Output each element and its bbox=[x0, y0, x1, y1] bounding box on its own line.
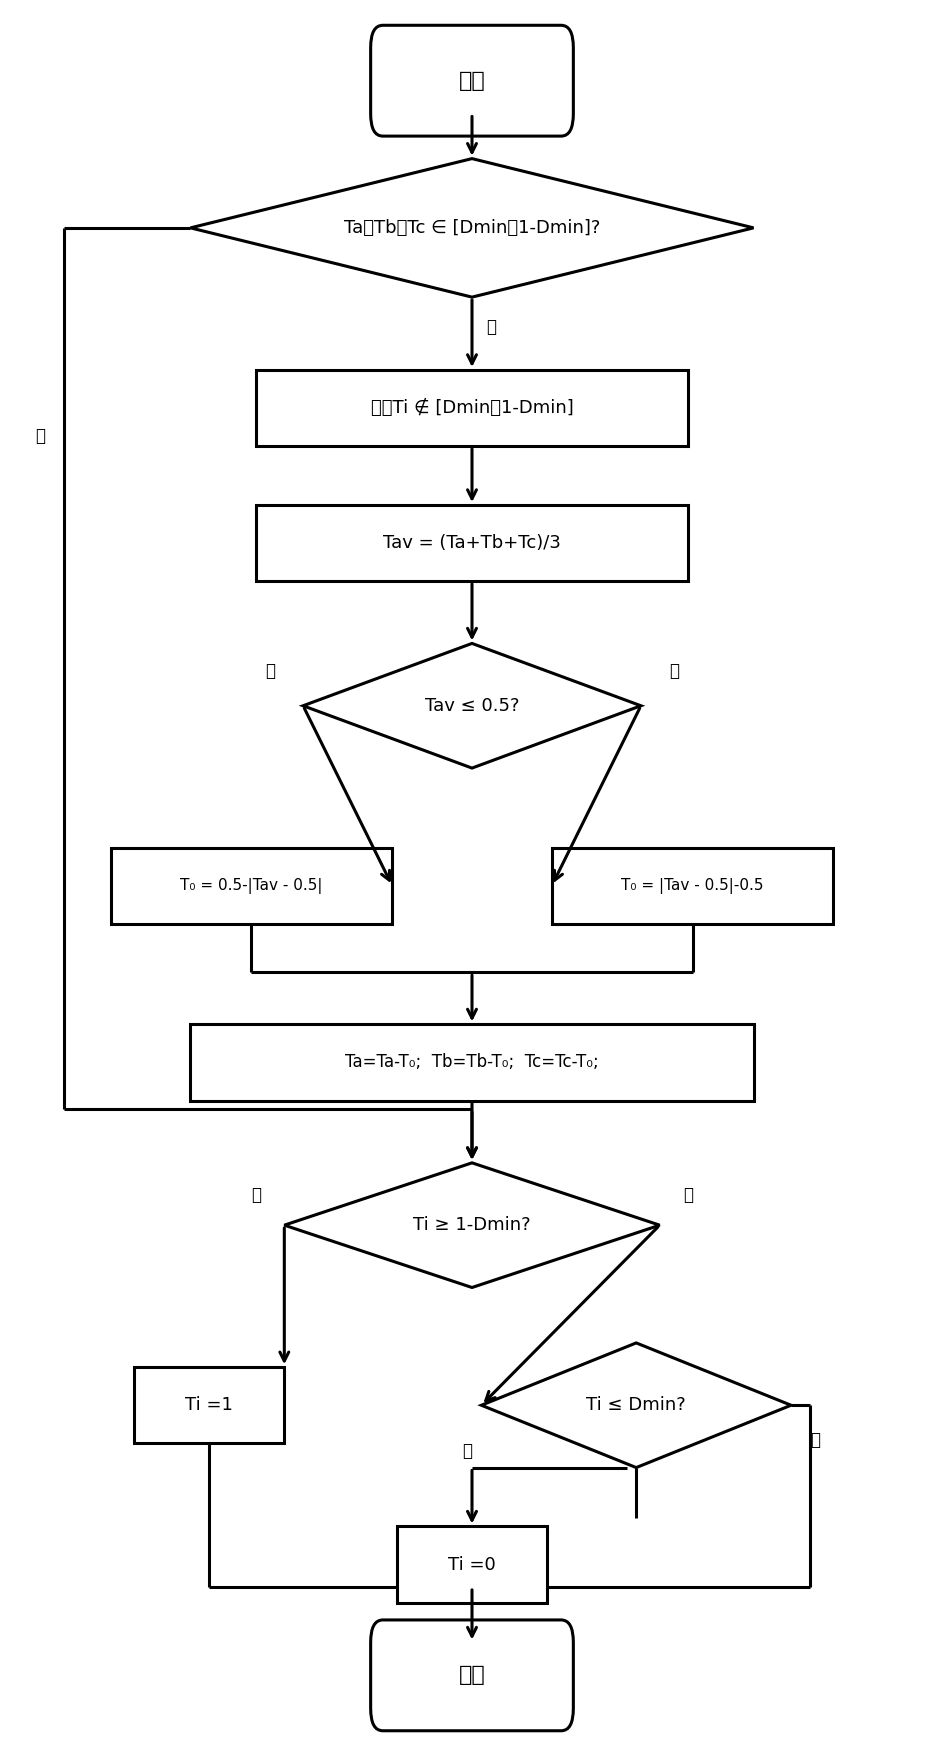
Text: 是: 是 bbox=[462, 1442, 472, 1459]
Bar bbox=[191, 1025, 753, 1101]
Text: 结束: 结束 bbox=[459, 1666, 485, 1685]
Text: 否: 否 bbox=[669, 662, 679, 679]
Text: Tav ≤ 0.5?: Tav ≤ 0.5? bbox=[425, 697, 519, 714]
Polygon shape bbox=[284, 1162, 660, 1287]
Bar bbox=[134, 1367, 284, 1443]
Text: 否: 否 bbox=[683, 1186, 693, 1204]
Text: Tav = (Ta+Tb+Tc)/3: Tav = (Ta+Tb+Tc)/3 bbox=[383, 533, 561, 552]
Bar bbox=[551, 848, 834, 924]
Text: T₀ = |Tav - 0.5|-0.5: T₀ = |Tav - 0.5|-0.5 bbox=[621, 877, 764, 895]
Text: Ti =0: Ti =0 bbox=[448, 1556, 496, 1574]
Text: T₀ = 0.5-|Tav - 0.5|: T₀ = 0.5-|Tav - 0.5| bbox=[180, 877, 323, 895]
Text: 是: 是 bbox=[265, 662, 275, 679]
Text: 否: 否 bbox=[35, 427, 45, 445]
Bar bbox=[110, 848, 393, 924]
Text: Ti =1: Ti =1 bbox=[185, 1397, 233, 1414]
Text: 否: 否 bbox=[810, 1431, 819, 1449]
Polygon shape bbox=[481, 1343, 791, 1468]
Text: 开始: 开始 bbox=[459, 71, 485, 90]
Bar bbox=[256, 505, 688, 582]
Text: Ti ≥ 1-Dmin?: Ti ≥ 1-Dmin? bbox=[413, 1216, 531, 1235]
Text: Ta=Ta-T₀;  Tb=Tb-T₀;  Tc=Tc-T₀;: Ta=Ta-T₀; Tb=Tb-T₀; Tc=Tc-T₀; bbox=[346, 1053, 598, 1072]
Polygon shape bbox=[303, 643, 641, 768]
FancyBboxPatch shape bbox=[371, 26, 573, 135]
Bar bbox=[396, 1527, 548, 1603]
Text: 是: 是 bbox=[251, 1186, 261, 1204]
FancyBboxPatch shape bbox=[371, 1621, 573, 1730]
Text: Ti ≤ Dmin?: Ti ≤ Dmin? bbox=[586, 1397, 686, 1414]
Bar bbox=[256, 370, 688, 446]
Text: 记录Ti ∉ [Dmin，1-Dmin]: 记录Ti ∉ [Dmin，1-Dmin] bbox=[371, 400, 573, 417]
Text: Ta、Tb、Tc ∈ [Dmin，1-Dmin]?: Ta、Tb、Tc ∈ [Dmin，1-Dmin]? bbox=[344, 219, 600, 236]
Text: 是: 是 bbox=[486, 318, 497, 335]
Polygon shape bbox=[191, 158, 753, 297]
